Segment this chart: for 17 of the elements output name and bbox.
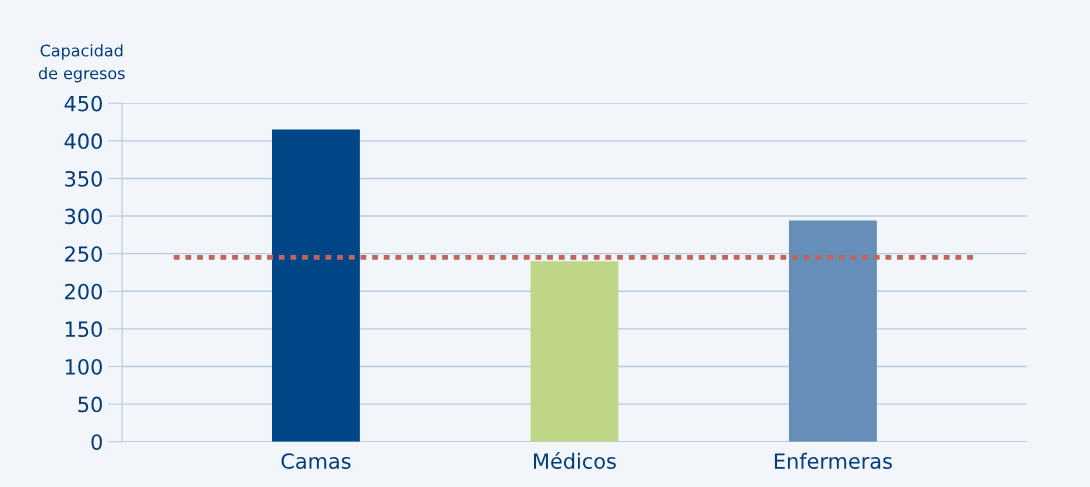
y-tick-label: 200 <box>65 283 102 300</box>
y-tick-label: 150 <box>65 321 102 338</box>
bar <box>272 129 360 442</box>
bar <box>788 220 877 442</box>
y-tick-label: 350 <box>65 170 102 187</box>
y-tick-label: 300 <box>65 208 102 225</box>
x-tick-label: Médicos <box>534 451 616 469</box>
y-tick-label: 0 <box>91 434 102 450</box>
bar <box>530 261 619 442</box>
y-axis-title: Capacidad de egresos <box>38 44 125 83</box>
y-tick-label: 450 <box>64 95 102 112</box>
y-tick-label: 400 <box>64 133 102 150</box>
x-tick-label: Enfermeras <box>774 452 892 469</box>
y-tick-label: 100 <box>65 358 102 375</box>
y-tick-label: 250 <box>65 246 102 262</box>
x-tick-label: Camas <box>281 453 351 469</box>
y-tick-label: 50 <box>78 396 102 413</box>
